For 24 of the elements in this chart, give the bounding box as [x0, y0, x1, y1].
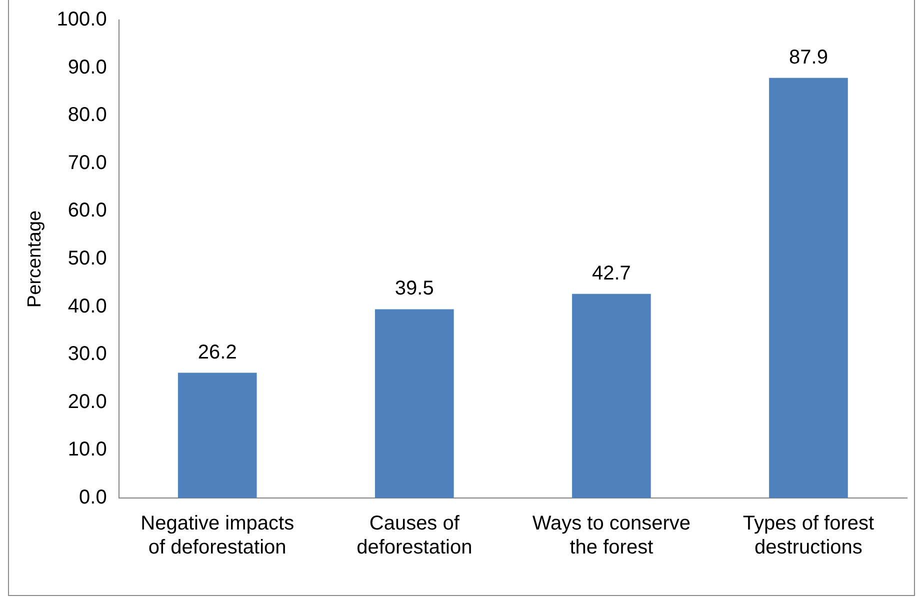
y-tick-label: 70.0	[68, 152, 107, 174]
y-tick-label: 80.0	[68, 104, 107, 126]
x-tick-label: Types of forest destructions	[742, 512, 875, 559]
y-tick-label: 30.0	[68, 343, 107, 366]
y-tick-label: 100.0	[56, 8, 107, 31]
data-label: 26.2	[198, 341, 237, 364]
x-tick-label: Causes of deforestation	[356, 512, 472, 559]
y-tick-label: 20.0	[68, 390, 107, 413]
y-tick-label: 40.0	[68, 295, 107, 318]
y-axis-title: Percentage	[24, 210, 46, 308]
bar	[769, 78, 848, 498]
y-tick-label: 50.0	[68, 248, 107, 270]
x-tick-label: Negative impacts of deforestation	[140, 512, 294, 559]
y-tick-label: 60.0	[68, 200, 107, 222]
bar	[572, 294, 651, 498]
data-label: 87.9	[789, 46, 828, 68]
data-label: 42.7	[592, 262, 631, 284]
y-tick-label: 10.0	[68, 438, 107, 461]
bar	[375, 309, 454, 498]
data-label: 39.5	[394, 278, 434, 300]
x-tick-label: Ways to conserve the forest	[532, 512, 691, 559]
y-tick-label: 0.0	[79, 486, 107, 509]
y-tick-label: 90.0	[68, 56, 107, 78]
bar	[178, 372, 257, 498]
